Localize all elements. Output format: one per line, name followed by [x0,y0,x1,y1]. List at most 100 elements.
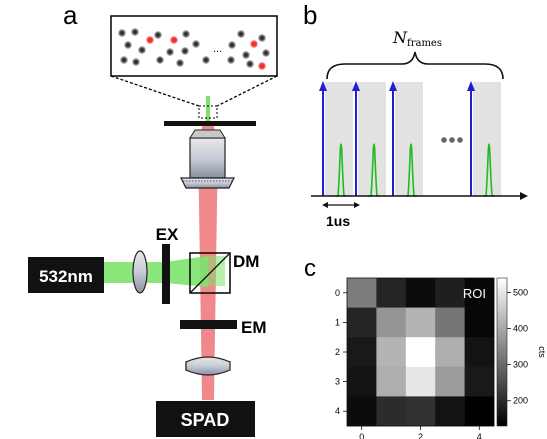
emission-filter [180,320,237,329]
emitter-on [170,36,178,44]
emitter-inset: ... [110,15,278,77]
emitter-off [120,56,128,64]
time-axis-arrow [520,192,528,200]
heatmap-cell [347,396,377,427]
heatmap-cell [376,307,407,338]
heatmap-cell [347,307,377,338]
heatmap-cell [435,278,465,308]
time-scale-label: 1us [326,213,350,229]
timing-frame [352,81,386,197]
laser-box [28,257,104,293]
emitter-off [227,56,235,64]
colorbar-label: cts [537,346,547,358]
panel-a-letter: a [63,0,78,30]
emitter-off [246,60,254,68]
heatmap-cell [435,307,465,338]
heatmap-cell [435,396,465,427]
emitter-on [146,36,154,44]
sample-region [198,105,218,119]
spad-detector: SPAD [156,401,255,437]
emitter-off [131,28,139,36]
colorbar-tick-label: 300 [513,360,528,370]
emitter-off [166,48,174,56]
heatmap-cell [347,366,377,397]
colorbar-ticks: 200 300 400 500 [507,287,528,406]
zoom-line-left [110,75,200,107]
laser-label: 532nm [39,267,93,286]
dichroic-label: DM [233,252,259,271]
panel-b-letter: b [303,0,317,30]
heatmap-cell [376,337,407,368]
emitter-off [156,56,164,64]
emitter-off [242,51,250,59]
x-tick-label: 2 [418,432,423,439]
timing-ellipsis [441,137,463,143]
excitation-pulse-head [389,81,397,91]
panel-c-letter: c [304,255,316,282]
heatmap-cell [347,337,377,368]
timing-frame [467,81,501,197]
timing-frame [319,81,353,197]
emitter-off [262,49,270,57]
heatmap-cell [376,278,407,308]
heatmap-cell [405,278,436,308]
heatmap-cell [464,396,495,427]
excitation-filter [162,244,170,304]
excitation-filter-label: EX [156,225,179,244]
sample-excitation-spot [206,96,210,122]
timing-frame [389,81,423,197]
roi-heatmap [346,277,495,427]
zoom-line-right [216,75,278,107]
x-tick-label: 0 [359,432,364,439]
colorbar [496,277,508,427]
sample-stage [164,121,256,126]
heatmap-cell [464,366,495,397]
emitter-off [237,30,245,38]
colorbar-tick-label: 500 [513,287,528,297]
timing-frames [319,81,501,197]
heatmap-cell [405,337,436,368]
fluorescence-response [368,143,380,197]
heatmap-cell [435,366,465,397]
heatmap-cell [464,337,495,368]
colorbar-tick-label: 200 [513,396,528,406]
dichroic-mirror [189,252,231,294]
time-scale-bar [322,202,360,208]
emitter-off [138,46,146,54]
laser-beam [104,256,208,287]
fluorescence-response [335,143,347,197]
inset-ellipsis: ... [213,43,222,55]
laser-lens [132,250,148,294]
heatmap-cell [464,307,495,338]
emitter-off [182,30,190,38]
laser-source: 532nm [28,257,104,293]
heatmap-cell [376,396,407,427]
heatmap-cell [405,307,436,338]
objective-lens [180,129,235,189]
heatmap-cell [405,366,436,397]
emitter-off [118,29,126,37]
tube-lens [185,356,232,376]
frames-brace [326,51,504,80]
emitter-on [258,62,266,70]
emitter-off [228,41,236,49]
emitter-on [250,40,258,48]
heatmap-cell [405,396,436,427]
laser-beam-in-dm [207,256,225,286]
y-tick-label: 2 [335,347,340,357]
emitter-off [124,41,132,49]
y-tick-label: 1 [335,317,340,327]
emitter-off [192,40,200,48]
y-tick-label: 3 [335,377,340,387]
excitation-pulse-head [352,81,360,91]
heatmap-cell [347,278,377,308]
roi-label: ROI [463,286,486,301]
emitter-off [181,47,189,55]
y-tick-label: 0 [335,288,340,298]
x-tick-label: 4 [477,432,482,439]
emitter-dots [118,28,270,70]
colorbar-tick-label: 400 [513,324,528,334]
heatmap-axes: 0 1 2 3 4 0 2 4 [335,288,482,439]
emitter-off [176,59,184,67]
